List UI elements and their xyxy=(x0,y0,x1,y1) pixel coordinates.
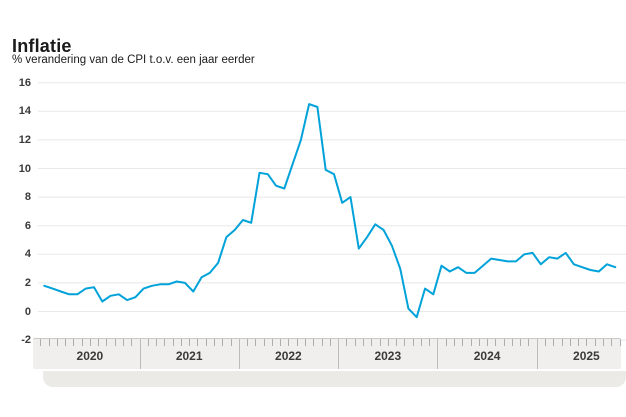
year-label: 2020 xyxy=(76,349,104,363)
chart-subtitle: % verandering van de CPI t.o.v. een jaar… xyxy=(12,54,255,66)
month-tick xyxy=(379,339,381,346)
month-tick xyxy=(569,339,571,346)
month-tick xyxy=(255,339,257,346)
month-tick xyxy=(561,339,563,346)
y-tick-label: 14 xyxy=(18,105,31,118)
month-tick xyxy=(205,339,207,346)
y-tick-label: 6 xyxy=(24,219,31,232)
month-tick xyxy=(511,339,513,346)
month-tick xyxy=(619,339,621,346)
month-tick xyxy=(296,339,298,346)
page-title: Inflatie xyxy=(12,36,72,57)
month-tick xyxy=(189,339,191,346)
year-label: 2025 xyxy=(573,349,600,363)
year-label: 2022 xyxy=(275,349,302,363)
month-tick xyxy=(89,339,91,346)
year-separator xyxy=(338,339,340,369)
month-tick xyxy=(321,339,323,346)
month-tick xyxy=(65,339,66,346)
month-tick xyxy=(528,339,530,346)
month-tick xyxy=(462,339,464,346)
month-tick xyxy=(147,339,149,346)
month-tick xyxy=(545,339,546,346)
month-tick xyxy=(412,339,414,346)
month-tick xyxy=(578,339,580,346)
month-tick xyxy=(271,339,273,346)
y-tick-label: 4 xyxy=(24,248,31,261)
month-tick xyxy=(420,339,422,346)
month-tick xyxy=(553,339,555,346)
month-tick xyxy=(362,339,364,346)
year-label: 2023 xyxy=(374,349,402,363)
month-tick xyxy=(520,339,522,346)
month-tick xyxy=(453,339,455,346)
month-tick xyxy=(222,339,224,346)
month-tick xyxy=(40,339,42,346)
month-tick xyxy=(404,339,406,346)
month-tick xyxy=(98,339,100,346)
inflation-line xyxy=(43,103,617,319)
month-tick xyxy=(172,339,174,346)
month-tick xyxy=(288,339,290,346)
y-tick-label: 12 xyxy=(18,133,31,146)
month-tick xyxy=(197,339,199,346)
month-tick xyxy=(214,339,215,346)
month-tick xyxy=(123,339,124,346)
month-tick xyxy=(487,339,489,346)
axis-footer-strip xyxy=(43,371,626,387)
month-tick xyxy=(470,339,472,346)
month-tick xyxy=(396,339,397,346)
y-tick-label: 16 xyxy=(18,76,31,89)
month-tick xyxy=(611,339,613,346)
year-separator xyxy=(437,339,439,369)
month-tick xyxy=(106,339,108,346)
month-tick xyxy=(280,339,282,346)
y-tick-label: 10 xyxy=(18,162,31,175)
month-tick xyxy=(131,339,133,346)
month-tick xyxy=(346,339,348,346)
year-label: 2021 xyxy=(175,349,203,363)
month-tick xyxy=(594,339,596,346)
month-tick xyxy=(313,339,315,346)
month-tick xyxy=(114,339,116,346)
month-tick xyxy=(495,339,497,346)
month-tick xyxy=(247,339,249,346)
year-separator xyxy=(238,339,240,369)
month-tick xyxy=(180,339,182,346)
month-tick xyxy=(445,339,447,346)
month-tick xyxy=(230,339,232,346)
y-axis-labels: -2 0 2 4 6 8 10 12 14 16 xyxy=(0,0,31,360)
month-tick xyxy=(81,339,83,346)
month-tick xyxy=(164,339,166,346)
x-axis-band: 2020 2021 2022 2023 2024 2025 xyxy=(33,338,621,369)
month-tick xyxy=(48,339,50,346)
month-tick xyxy=(305,339,306,346)
y-tick-label: 2 xyxy=(24,276,31,289)
month-tick xyxy=(387,339,389,346)
month-tick xyxy=(329,339,331,346)
month-tick xyxy=(503,339,505,346)
month-tick xyxy=(478,339,480,346)
month-tick xyxy=(263,339,265,346)
month-tick xyxy=(56,339,58,346)
month-tick xyxy=(602,339,604,346)
month-tick xyxy=(371,339,373,346)
year-separator xyxy=(139,339,141,369)
y-tick-label: -2 xyxy=(21,334,31,347)
y-tick-label: 8 xyxy=(24,191,31,204)
month-tick xyxy=(73,339,75,346)
month-tick xyxy=(354,339,356,346)
year-separator xyxy=(536,339,538,369)
gridlines xyxy=(38,82,626,341)
month-tick xyxy=(429,339,431,346)
year-label: 2024 xyxy=(473,349,501,363)
y-tick-label: 0 xyxy=(24,305,31,318)
month-tick xyxy=(156,339,158,346)
month-tick xyxy=(586,339,588,346)
